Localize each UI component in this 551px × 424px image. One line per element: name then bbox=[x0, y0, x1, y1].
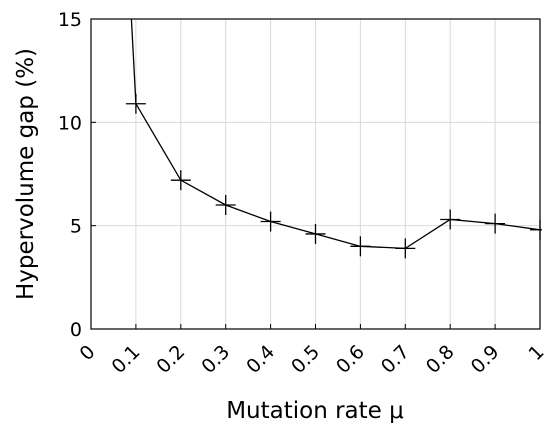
x-tick-label: 0 bbox=[75, 341, 99, 365]
y-tick-label: 0 bbox=[70, 319, 82, 341]
series-line-group bbox=[130, 18, 541, 250]
x-tick-label: 0.8 bbox=[422, 341, 459, 378]
y-tick-label: 10 bbox=[58, 112, 82, 134]
y-tick-label: 5 bbox=[70, 216, 82, 238]
x-tick-label: 0.2 bbox=[152, 341, 189, 378]
series-line bbox=[130, 18, 541, 250]
data-point-marker bbox=[305, 223, 326, 244]
data-point-marker bbox=[350, 236, 371, 257]
data-point-marker bbox=[170, 170, 191, 191]
x-tick-label: 0.1 bbox=[108, 341, 145, 378]
data-point-marker bbox=[260, 211, 281, 232]
y-axis-label: Hypervolume gap (%) bbox=[13, 48, 39, 300]
data-markers bbox=[125, 93, 542, 259]
x-tick-label: 0.4 bbox=[242, 341, 279, 378]
y-tick-label: 15 bbox=[58, 9, 82, 31]
x-tick-label: 0.7 bbox=[377, 341, 414, 378]
x-tick-labels: 0 0.1 0.2 0.3 0.4 0.5 0.6 0.7 0.8 0.9 1 bbox=[75, 341, 548, 378]
y-tick-labels: 0 5 10 15 bbox=[58, 9, 82, 341]
data-point-marker bbox=[485, 213, 506, 234]
x-tick-label: 1 bbox=[524, 341, 548, 365]
data-point-marker bbox=[125, 93, 146, 114]
x-tick-label: 0.3 bbox=[197, 341, 234, 378]
gridlines bbox=[90, 18, 541, 330]
plot-frame bbox=[90, 18, 541, 330]
x-tick-label: 0.9 bbox=[467, 341, 504, 378]
x-tick-label: 0.6 bbox=[332, 341, 369, 378]
x-tick-label: 0.5 bbox=[287, 341, 324, 378]
data-point-marker bbox=[395, 238, 416, 259]
data-point-marker bbox=[215, 195, 236, 215]
x-axis-label: Mutation rate μ bbox=[226, 398, 404, 424]
data-point-marker bbox=[440, 209, 461, 230]
